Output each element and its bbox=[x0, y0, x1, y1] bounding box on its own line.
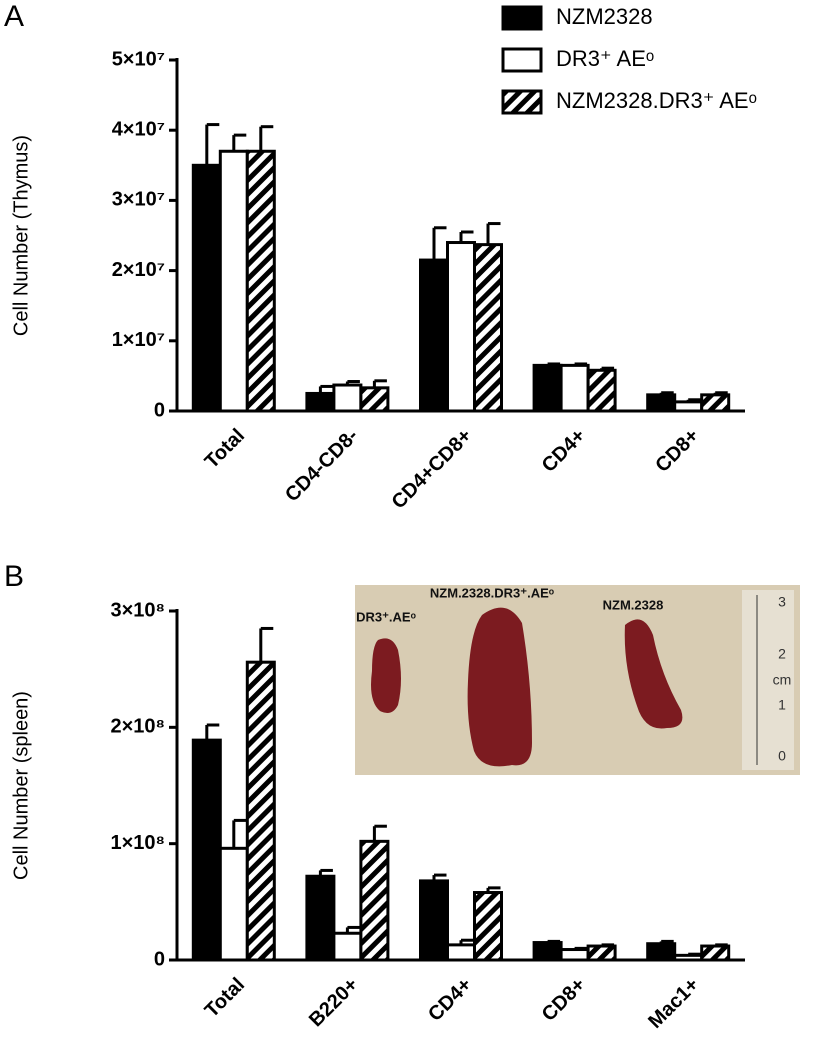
bar bbox=[700, 393, 731, 413]
bar bbox=[586, 368, 617, 413]
legend-swatch bbox=[501, 5, 543, 31]
y-tick-label: 3×10⁷ bbox=[112, 189, 165, 211]
spleen bbox=[467, 607, 532, 767]
legend-label: NZM2328 bbox=[556, 4, 653, 29]
bar bbox=[559, 948, 590, 962]
bar bbox=[532, 941, 563, 962]
x-tick-label: CD8+ bbox=[651, 425, 703, 477]
bar bbox=[245, 149, 276, 413]
bar bbox=[419, 258, 449, 413]
y-axis-title: Cell Number (Thymus) bbox=[10, 135, 32, 336]
bar bbox=[532, 363, 563, 413]
ruler-unit: cm bbox=[773, 672, 792, 688]
panel-label: B bbox=[4, 560, 24, 593]
ruler-label: 2 bbox=[778, 646, 786, 662]
y-tick-label: 0 bbox=[154, 948, 165, 970]
bar bbox=[191, 738, 222, 962]
x-tick-label: Mac1+ bbox=[644, 974, 703, 1033]
x-tick-label: CD4-CD8- bbox=[281, 425, 363, 507]
photo-label: NZM.2328 bbox=[603, 597, 664, 612]
bar bbox=[473, 243, 503, 413]
bar bbox=[700, 944, 731, 962]
bar bbox=[586, 944, 617, 962]
panel-label: A bbox=[4, 0, 24, 33]
x-tick-label: Total bbox=[201, 425, 249, 473]
bar bbox=[305, 391, 336, 413]
bar bbox=[646, 942, 677, 962]
y-tick-label: 1×10⁸ bbox=[110, 832, 165, 854]
bar bbox=[473, 891, 503, 962]
photo-label: DR3⁺.AEᵒ bbox=[356, 609, 417, 624]
bar bbox=[245, 660, 276, 962]
y-tick-label: 5×10⁷ bbox=[112, 48, 165, 70]
y-tick-label: 0 bbox=[154, 399, 165, 421]
ruler-label: 1 bbox=[778, 697, 786, 713]
y-tick-label: 2×10⁷ bbox=[112, 259, 165, 281]
bar bbox=[446, 943, 476, 962]
y-tick-label: 2×10⁸ bbox=[110, 716, 165, 738]
x-tick-label: Total bbox=[201, 974, 249, 1022]
legend-swatch bbox=[501, 47, 543, 73]
ruler bbox=[742, 590, 794, 770]
bar bbox=[305, 874, 336, 962]
y-tick-label: 4×10⁷ bbox=[112, 118, 165, 140]
bar bbox=[559, 363, 590, 413]
legend-label: DR3⁺ AEᵒ bbox=[556, 46, 654, 71]
bar bbox=[359, 839, 390, 962]
spleen bbox=[624, 619, 683, 729]
x-tick-label: B220+ bbox=[305, 974, 363, 1032]
bar bbox=[359, 386, 390, 413]
ruler-label: 3 bbox=[778, 594, 786, 610]
y-axis-title: Cell Number (spleen) bbox=[10, 691, 32, 880]
photo-label: NZM.2328.DR3⁺.AEᵒ bbox=[430, 585, 555, 600]
bar bbox=[332, 383, 363, 413]
photo-background bbox=[355, 585, 800, 775]
bar bbox=[419, 879, 449, 962]
spleen-photo: NZM.2328.DR3⁺.AEᵒ NZM.2328 DR3⁺.AEᵒ 3 2 … bbox=[355, 585, 800, 775]
bar bbox=[191, 163, 222, 413]
legend-swatch bbox=[501, 89, 543, 115]
spleen bbox=[371, 638, 401, 713]
bar bbox=[218, 846, 249, 962]
bar bbox=[646, 393, 677, 413]
ruler-label: 0 bbox=[778, 748, 786, 764]
x-tick-label: CD4+ bbox=[538, 425, 590, 477]
x-tick-label: CD8+ bbox=[538, 974, 590, 1026]
bar bbox=[332, 931, 363, 962]
bar bbox=[446, 241, 476, 413]
x-tick-label: CD4+CD8+ bbox=[388, 425, 477, 514]
x-tick-label: CD4+ bbox=[424, 974, 476, 1026]
y-tick-label: 3×10⁸ bbox=[110, 599, 165, 621]
legend-label: NZM2328.DR3⁺ AEᵒ bbox=[556, 88, 757, 113]
bar bbox=[218, 149, 249, 413]
y-tick-label: 1×10⁷ bbox=[112, 329, 165, 351]
